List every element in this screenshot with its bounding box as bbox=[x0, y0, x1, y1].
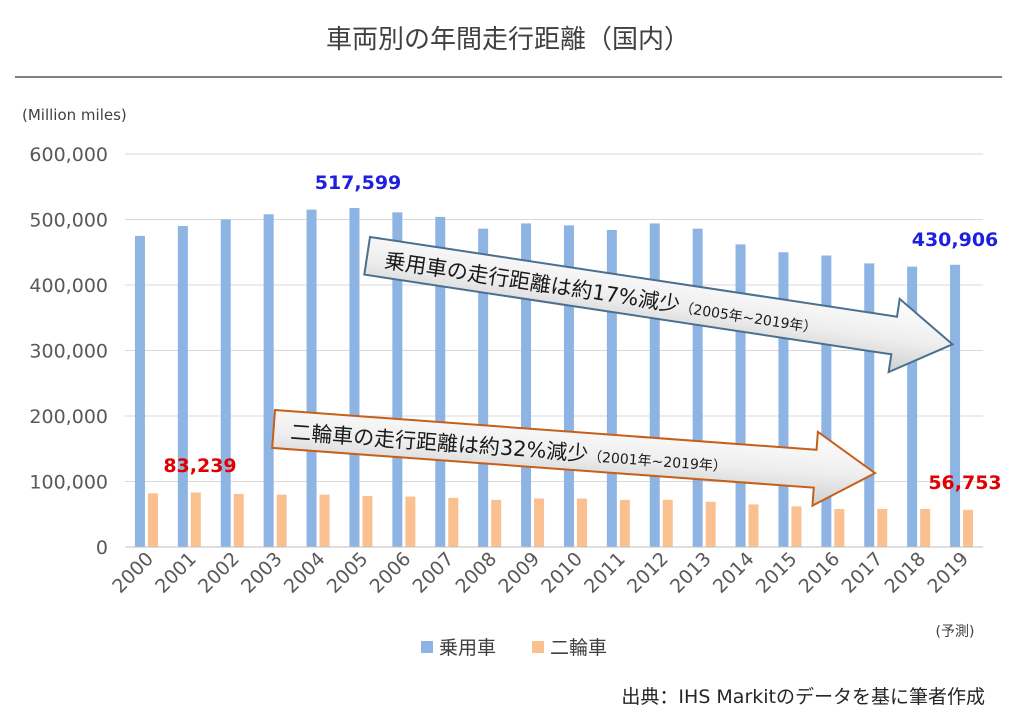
x-tick-label: 2011 bbox=[580, 548, 630, 598]
x-tick-label: 2012 bbox=[623, 548, 673, 598]
bar-motorcycle bbox=[748, 504, 759, 547]
y-tick-label: 500,000 bbox=[29, 210, 108, 232]
data-labels: 517,599 430,906 83,239 56,753 bbox=[163, 172, 1001, 494]
bar-car bbox=[821, 255, 832, 547]
bar-car bbox=[521, 223, 532, 547]
bar-car bbox=[392, 212, 403, 548]
bar-motorcycle bbox=[362, 495, 373, 547]
bar-car bbox=[349, 207, 360, 547]
bar-motorcycle bbox=[319, 494, 330, 547]
legend-label-car: 乗用車 bbox=[439, 637, 496, 659]
bar-car bbox=[563, 225, 574, 547]
bar-motorcycle bbox=[534, 498, 545, 547]
data-label: 430,906 bbox=[912, 229, 999, 251]
bar-car bbox=[177, 226, 188, 548]
bars bbox=[134, 207, 974, 548]
x-tick-label: 2005 bbox=[323, 548, 373, 598]
annotation-motorcycle-arrow-shape bbox=[271, 408, 877, 508]
data-label: 517,599 bbox=[315, 172, 402, 194]
annotation-car-arrow-shape bbox=[363, 235, 955, 374]
bar-car bbox=[478, 228, 489, 548]
bar-motorcycle bbox=[705, 501, 716, 547]
bar-car bbox=[692, 228, 703, 548]
data-label: 83,239 bbox=[163, 455, 236, 477]
bar-motorcycle bbox=[576, 498, 587, 547]
x-tick-label: 2015 bbox=[752, 548, 802, 598]
y-tick-label: 0 bbox=[96, 537, 108, 559]
x-tick-label: 2009 bbox=[494, 548, 544, 598]
bar-car bbox=[134, 235, 145, 547]
legend-swatch-motorcycle bbox=[532, 641, 544, 653]
bar-car bbox=[649, 223, 660, 547]
x-tick-label: 2006 bbox=[366, 548, 416, 598]
y-tick-label: 100,000 bbox=[29, 472, 108, 494]
bar-motorcycle bbox=[147, 493, 158, 547]
y-tick-label: 400,000 bbox=[29, 275, 108, 297]
bar-car bbox=[606, 229, 617, 548]
bar-motorcycle bbox=[491, 499, 502, 547]
x-tick-label: 2000 bbox=[108, 548, 158, 598]
x-tick-label: 2007 bbox=[409, 548, 459, 598]
x-axis-tick-labels: 2000200120022003200420052006200720082009… bbox=[108, 548, 973, 598]
bar-motorcycle bbox=[791, 506, 802, 547]
bar-motorcycle bbox=[877, 509, 888, 547]
bar-motorcycle bbox=[963, 509, 974, 547]
bar-car bbox=[435, 216, 446, 547]
chart-title: 車両別の年間走行距離（国内） bbox=[326, 25, 690, 55]
x-tick-label: 2019 bbox=[923, 548, 973, 598]
bar-car bbox=[735, 244, 746, 547]
y-unit-label: (Million miles) bbox=[22, 106, 127, 124]
source-note: 出典：IHS Markitのデータを基に筆者作成 bbox=[621, 686, 985, 708]
legend-swatch-car bbox=[421, 641, 433, 653]
x-tick-label: 2004 bbox=[280, 548, 330, 598]
bar-car bbox=[907, 266, 918, 547]
bar-motorcycle bbox=[448, 497, 459, 547]
bar-car bbox=[263, 214, 274, 547]
y-tick-label: 200,000 bbox=[29, 406, 108, 428]
y-axis-tick-labels: 0 100,000 200,000 300,000 400,000 500,000 600,… bbox=[29, 144, 108, 559]
x-tick-label: 2014 bbox=[709, 548, 759, 598]
bar-car bbox=[950, 264, 961, 547]
x-tick-label: 2010 bbox=[537, 548, 587, 598]
bar-car bbox=[778, 252, 789, 547]
x-tick-label: 2002 bbox=[194, 548, 244, 598]
legend-label-motorcycle: 二輪車 bbox=[550, 637, 607, 659]
bar-car bbox=[864, 263, 875, 547]
bar-motorcycle bbox=[619, 499, 630, 547]
bar-motorcycle bbox=[662, 499, 673, 547]
bar-motorcycle bbox=[834, 509, 845, 547]
x-tick-label: 2017 bbox=[838, 548, 888, 598]
x-axis-note: (予測) bbox=[936, 624, 975, 640]
x-tick-label: 2003 bbox=[237, 548, 287, 598]
bar-motorcycle bbox=[233, 493, 244, 547]
bar-motorcycle bbox=[920, 509, 931, 547]
data-label: 56,753 bbox=[928, 472, 1001, 494]
bar-motorcycle bbox=[405, 496, 416, 547]
y-tick-label: 600,000 bbox=[29, 144, 108, 166]
x-tick-label: 2001 bbox=[151, 548, 201, 598]
x-tick-label: 2016 bbox=[795, 548, 845, 598]
bar-car bbox=[220, 219, 231, 547]
svg-text:乗用車の走行距離は約17%減少（2005年~2019年）: 乗用車の走行距離は約17%減少（2005年~2019年） bbox=[383, 249, 819, 338]
bar-motorcycle bbox=[190, 492, 201, 547]
legend: 乗用車 二輪車 bbox=[421, 637, 607, 659]
bar-motorcycle bbox=[276, 494, 287, 547]
x-tick-label: 2008 bbox=[451, 548, 501, 598]
bar-car bbox=[306, 209, 317, 548]
x-tick-label: 2018 bbox=[880, 548, 930, 598]
y-tick-label: 300,000 bbox=[29, 341, 108, 363]
x-tick-label: 2013 bbox=[666, 548, 716, 598]
